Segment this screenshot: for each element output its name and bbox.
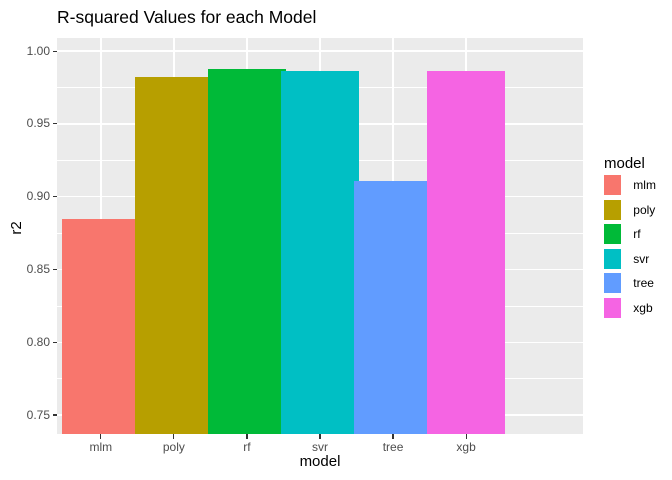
y-tick-mark (52, 50, 57, 52)
y-tick-label: 1.00 (26, 43, 50, 58)
legend-label: mlm (633, 178, 656, 192)
legend-label: tree (633, 276, 654, 290)
y-tick-label: 0.75 (26, 407, 50, 422)
x-tick-label-mlm: mlm (89, 439, 113, 454)
x-tick-label-poly: poly (162, 439, 185, 454)
y-tick-mark (52, 196, 57, 198)
legend-entry-poly: poly (604, 199, 656, 220)
bar-mlm (61, 218, 140, 434)
chart-title: R-squared Values for each Model (57, 7, 317, 27)
legend-label: svr (633, 251, 650, 266)
x-tick-mark (319, 434, 321, 439)
y-tick-mark (52, 414, 57, 416)
legend-label: poly (633, 202, 656, 217)
legend-entry-xgb: xgb (604, 297, 656, 318)
bar-xgb (427, 71, 506, 434)
legend-swatch-svr (604, 248, 622, 269)
x-tick-mark (100, 434, 102, 439)
bar-poly (134, 77, 213, 434)
legend-swatch-mlm (604, 175, 622, 195)
legend-swatch-poly (604, 199, 622, 220)
plot-panel (57, 38, 583, 434)
x-axis-title: model (299, 453, 341, 470)
legend-swatch-tree (604, 273, 622, 293)
bar-svr (281, 71, 359, 434)
y-tick-label: 0.85 (26, 261, 50, 276)
bar-rf (207, 68, 286, 434)
legend-entry-tree: tree (604, 273, 656, 293)
x-tick-label-tree: tree (382, 439, 404, 454)
y-tick-mark (52, 268, 57, 271)
legend-entry-mlm: mlm (604, 175, 656, 195)
legend-entry-svr: svr (604, 248, 656, 269)
x-tick-label-svr: svr (312, 439, 328, 454)
x-tick-mark (173, 434, 175, 439)
y-tick-label: 0.95 (26, 116, 50, 131)
legend-swatch-rf (604, 224, 622, 244)
legend: model mlm poly rf svr tree xgb (604, 155, 656, 322)
x-tick-mark (246, 434, 248, 439)
x-tick-label-xgb: xgb (456, 439, 476, 454)
x-tick-label-rf: rf (243, 439, 251, 454)
x-tick-mark (465, 434, 467, 439)
legend-label: rf (633, 227, 641, 241)
y-tick-label: 0.90 (26, 189, 50, 204)
legend-title: model (604, 155, 645, 172)
legend-swatch-xgb (604, 297, 622, 318)
y-tick-label: 0.80 (26, 334, 50, 349)
y-tick-mark (52, 123, 57, 125)
x-tick-mark (392, 434, 394, 439)
bar-tree (354, 180, 433, 434)
legend-entry-rf: rf (604, 224, 656, 244)
y-tick-mark (52, 341, 57, 343)
legend-entries: mlm poly rf svr tree xgb (604, 175, 656, 318)
legend-label: xgb (633, 300, 653, 315)
